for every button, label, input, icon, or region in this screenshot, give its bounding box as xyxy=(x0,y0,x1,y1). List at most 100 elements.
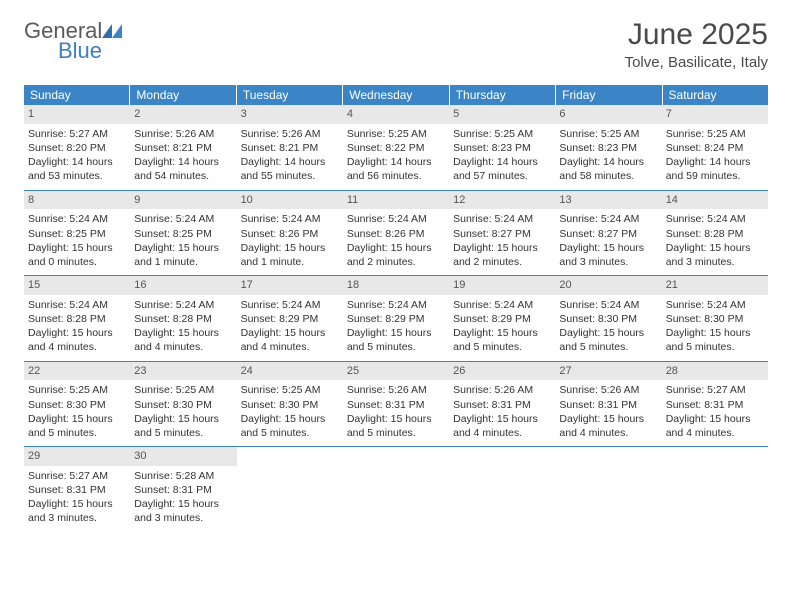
sunset-line: Sunset: 8:23 PM xyxy=(559,141,657,155)
sunset-line: Sunset: 8:20 PM xyxy=(28,141,126,155)
day-number: 4 xyxy=(343,105,449,124)
daylight-line: Daylight: 15 hours and 4 minutes. xyxy=(453,412,551,440)
sunrise-line: Sunrise: 5:25 AM xyxy=(347,127,445,141)
day-number: 26 xyxy=(449,362,555,381)
sunrise-line: Sunrise: 5:24 AM xyxy=(347,212,445,226)
sunset-line: Sunset: 8:30 PM xyxy=(666,312,764,326)
sunrise-line: Sunrise: 5:28 AM xyxy=(134,469,232,483)
day-number: 10 xyxy=(237,191,343,210)
daylight-line: Daylight: 14 hours and 53 minutes. xyxy=(28,155,126,183)
daylight-line: Daylight: 14 hours and 57 minutes. xyxy=(453,155,551,183)
day-cell: 16Sunrise: 5:24 AMSunset: 8:28 PMDayligh… xyxy=(130,276,236,361)
day-number: 16 xyxy=(130,276,236,295)
day-cell: 22Sunrise: 5:25 AMSunset: 8:30 PMDayligh… xyxy=(24,362,130,447)
daylight-line: Daylight: 15 hours and 4 minutes. xyxy=(134,326,232,354)
day-number: 20 xyxy=(555,276,661,295)
day-cell: 25Sunrise: 5:26 AMSunset: 8:31 PMDayligh… xyxy=(343,362,449,447)
day-number: 11 xyxy=(343,191,449,210)
day-number: 14 xyxy=(662,191,768,210)
sunset-line: Sunset: 8:31 PM xyxy=(134,483,232,497)
day-cell: 14Sunrise: 5:24 AMSunset: 8:28 PMDayligh… xyxy=(662,191,768,276)
day-cell: 19Sunrise: 5:24 AMSunset: 8:29 PMDayligh… xyxy=(449,276,555,361)
sunset-line: Sunset: 8:27 PM xyxy=(559,227,657,241)
sunrise-line: Sunrise: 5:24 AM xyxy=(347,298,445,312)
sunrise-line: Sunrise: 5:27 AM xyxy=(666,383,764,397)
week-row: 15Sunrise: 5:24 AMSunset: 8:28 PMDayligh… xyxy=(24,276,768,362)
day-number: 18 xyxy=(343,276,449,295)
sunset-line: Sunset: 8:29 PM xyxy=(347,312,445,326)
logo: General Blue xyxy=(24,18,144,62)
day-cell: 11Sunrise: 5:24 AMSunset: 8:26 PMDayligh… xyxy=(343,191,449,276)
daylight-line: Daylight: 14 hours and 54 minutes. xyxy=(134,155,232,183)
daylight-line: Daylight: 15 hours and 5 minutes. xyxy=(241,412,339,440)
sunrise-line: Sunrise: 5:24 AM xyxy=(666,212,764,226)
day-cell: 24Sunrise: 5:25 AMSunset: 8:30 PMDayligh… xyxy=(237,362,343,447)
day-number: 3 xyxy=(237,105,343,124)
day-number: 9 xyxy=(130,191,236,210)
day-cell: 7Sunrise: 5:25 AMSunset: 8:24 PMDaylight… xyxy=(662,105,768,190)
sunrise-line: Sunrise: 5:25 AM xyxy=(241,383,339,397)
day-cell: 2Sunrise: 5:26 AMSunset: 8:21 PMDaylight… xyxy=(130,105,236,190)
day-number: 29 xyxy=(24,447,130,466)
day-cell: 28Sunrise: 5:27 AMSunset: 8:31 PMDayligh… xyxy=(662,362,768,447)
daylight-line: Daylight: 14 hours and 58 minutes. xyxy=(559,155,657,183)
day-number: 12 xyxy=(449,191,555,210)
daylight-line: Daylight: 15 hours and 3 minutes. xyxy=(666,241,764,269)
weekday-header: Friday xyxy=(556,85,662,105)
day-number: 1 xyxy=(24,105,130,124)
sunrise-line: Sunrise: 5:25 AM xyxy=(453,127,551,141)
daylight-line: Daylight: 15 hours and 4 minutes. xyxy=(241,326,339,354)
sunrise-line: Sunrise: 5:24 AM xyxy=(241,298,339,312)
daylight-line: Daylight: 15 hours and 2 minutes. xyxy=(347,241,445,269)
day-number: 23 xyxy=(130,362,236,381)
daylight-line: Daylight: 15 hours and 5 minutes. xyxy=(134,412,232,440)
sunrise-line: Sunrise: 5:24 AM xyxy=(134,298,232,312)
week-row: 22Sunrise: 5:25 AMSunset: 8:30 PMDayligh… xyxy=(24,362,768,448)
sunset-line: Sunset: 8:31 PM xyxy=(666,398,764,412)
sunrise-line: Sunrise: 5:24 AM xyxy=(134,212,232,226)
day-number: 6 xyxy=(555,105,661,124)
day-number: 5 xyxy=(449,105,555,124)
sunset-line: Sunset: 8:24 PM xyxy=(666,141,764,155)
sunset-line: Sunset: 8:22 PM xyxy=(347,141,445,155)
sunset-line: Sunset: 8:29 PM xyxy=(241,312,339,326)
day-number: 2 xyxy=(130,105,236,124)
sunrise-line: Sunrise: 5:26 AM xyxy=(241,127,339,141)
sunset-line: Sunset: 8:31 PM xyxy=(559,398,657,412)
sunset-line: Sunset: 8:30 PM xyxy=(241,398,339,412)
weekday-header: Sunday xyxy=(24,85,130,105)
day-cell: 15Sunrise: 5:24 AMSunset: 8:28 PMDayligh… xyxy=(24,276,130,361)
day-number: 19 xyxy=(449,276,555,295)
sunrise-line: Sunrise: 5:24 AM xyxy=(453,298,551,312)
day-number: 21 xyxy=(662,276,768,295)
sunrise-line: Sunrise: 5:24 AM xyxy=(28,298,126,312)
sunrise-line: Sunrise: 5:24 AM xyxy=(241,212,339,226)
sunset-line: Sunset: 8:30 PM xyxy=(134,398,232,412)
sunrise-line: Sunrise: 5:26 AM xyxy=(134,127,232,141)
day-cell: 5Sunrise: 5:25 AMSunset: 8:23 PMDaylight… xyxy=(449,105,555,190)
sunrise-line: Sunrise: 5:25 AM xyxy=(134,383,232,397)
day-cell xyxy=(343,447,449,532)
sunset-line: Sunset: 8:31 PM xyxy=(347,398,445,412)
daylight-line: Daylight: 15 hours and 1 minute. xyxy=(134,241,232,269)
day-number: 17 xyxy=(237,276,343,295)
day-cell xyxy=(449,447,555,532)
day-number: 28 xyxy=(662,362,768,381)
sunrise-line: Sunrise: 5:26 AM xyxy=(453,383,551,397)
logo-mark-icon xyxy=(102,24,122,38)
day-cell: 1Sunrise: 5:27 AMSunset: 8:20 PMDaylight… xyxy=(24,105,130,190)
sunset-line: Sunset: 8:26 PM xyxy=(241,227,339,241)
calendar: SundayMondayTuesdayWednesdayThursdayFrid… xyxy=(24,85,768,532)
day-cell: 10Sunrise: 5:24 AMSunset: 8:26 PMDayligh… xyxy=(237,191,343,276)
sunrise-line: Sunrise: 5:25 AM xyxy=(559,127,657,141)
day-cell: 29Sunrise: 5:27 AMSunset: 8:31 PMDayligh… xyxy=(24,447,130,532)
sunset-line: Sunset: 8:25 PM xyxy=(134,227,232,241)
day-number: 8 xyxy=(24,191,130,210)
week-row: 29Sunrise: 5:27 AMSunset: 8:31 PMDayligh… xyxy=(24,447,768,532)
sunset-line: Sunset: 8:21 PM xyxy=(241,141,339,155)
sunrise-line: Sunrise: 5:24 AM xyxy=(453,212,551,226)
weekday-header: Thursday xyxy=(450,85,556,105)
sunrise-line: Sunrise: 5:24 AM xyxy=(666,298,764,312)
title-block: June 2025 Tolve, Basilicate, Italy xyxy=(625,18,768,71)
sunrise-line: Sunrise: 5:24 AM xyxy=(28,212,126,226)
